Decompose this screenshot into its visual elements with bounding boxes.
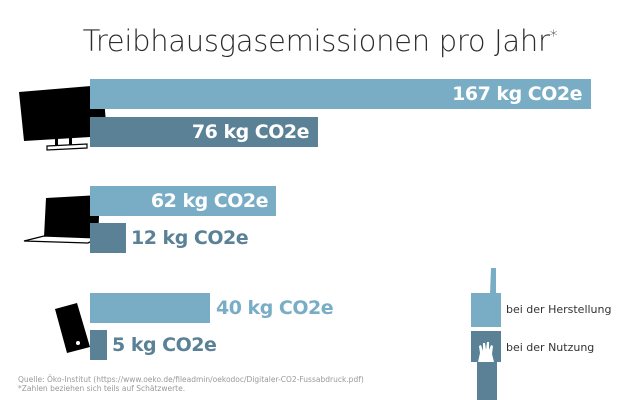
bar-monitor-nutzung: [90, 117, 318, 147]
chart-title-text: Treibhausgasemissionen pro Jahr: [82, 24, 550, 58]
bar-monitor-herstellung: [90, 79, 591, 109]
label-smartphone-nutzung: 5 kg CO2e: [112, 334, 217, 356]
bar-laptop-nutzung: [90, 223, 126, 253]
label-laptop-herstellung: 62 kg CO2e: [150, 190, 269, 212]
monitor-icon: [19, 85, 107, 151]
source-line: Quelle: Öko-Institut (https://www.oeko.d…: [18, 375, 364, 384]
label-smartphone-herstellung: 40 kg CO2e: [216, 297, 334, 319]
factory-chimney-icon: [471, 268, 501, 327]
bar-smartphone-herstellung: [90, 293, 210, 323]
footnote-line: *Zahlen beziehen sich teils auf Schätzwe…: [18, 384, 186, 393]
smartphone-icon: [55, 303, 90, 353]
title-asterisk: *: [549, 26, 558, 45]
laptop-icon: [23, 195, 100, 244]
label-laptop-nutzung: 12 kg CO2e: [131, 227, 249, 249]
label-monitor-herstellung: 167 kg CO2e: [452, 83, 582, 105]
source-note: Quelle: Öko-Institut (https://www.oeko.d…: [18, 375, 364, 393]
hand-plug-icon: [471, 331, 501, 400]
bar-smartphone-nutzung: [90, 330, 107, 360]
bar-laptop-herstellung: [90, 186, 276, 216]
legend-nutzung: bei der Nutzung: [506, 341, 595, 354]
label-monitor-nutzung: 76 kg CO2e: [191, 121, 310, 143]
legend-herstellung: bei der Herstellung: [506, 303, 612, 316]
chart-title: Treibhausgasemissionen pro Jahr*: [0, 24, 640, 58]
